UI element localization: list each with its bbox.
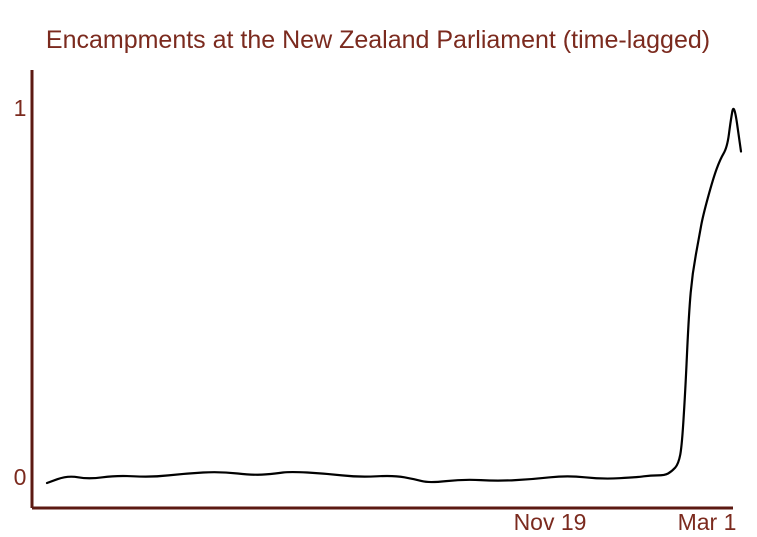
chart-title: Encampments at the New Zealand Parliamen… [46,26,710,54]
y-tick-label-1: 1 [14,95,27,121]
x-tick-label-mar-1: Mar 1 [678,509,737,535]
y-tick-label-0: 0 [14,464,27,490]
series-line [45,107,743,485]
x-tick-label-nov-19: Nov 19 [514,509,587,535]
